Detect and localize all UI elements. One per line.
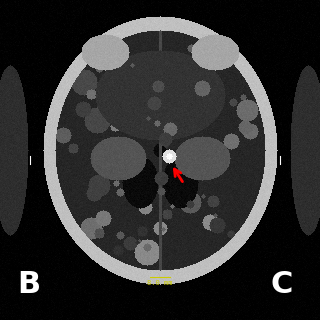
Text: B: B (17, 270, 40, 299)
Text: 8.0 mm: 8.0 mm (147, 280, 173, 286)
Text: C: C (270, 270, 293, 299)
